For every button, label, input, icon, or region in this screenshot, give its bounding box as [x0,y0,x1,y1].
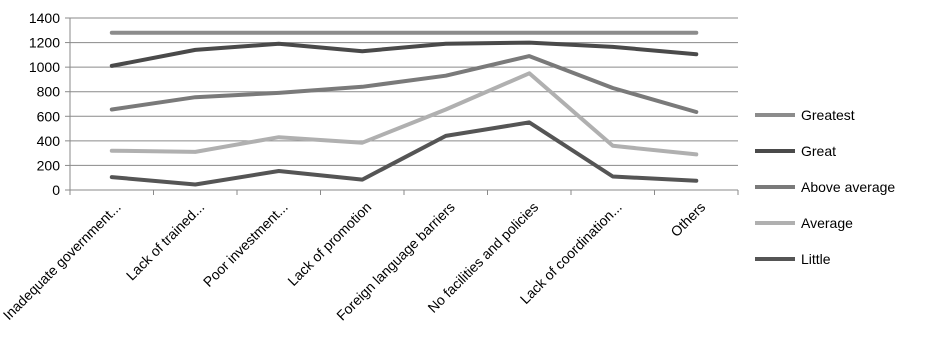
legend-label: Little [801,251,831,267]
legend-label: Great [801,143,836,159]
x-category-label: Lack of promotion [284,199,374,289]
series-line-little [109,120,699,187]
series-lines [109,30,699,187]
series-line-average [109,71,699,157]
y-tick-label: 1000 [29,59,60,75]
x-category-label: Inadequate government... [0,199,124,323]
y-tick-label: 1200 [29,35,60,51]
legend-label: Average [801,215,853,231]
x-axis: Inadequate government...Lack of trained.… [0,189,739,323]
y-tick-label: 1400 [29,10,60,26]
gridlines [70,17,738,191]
y-tick-label: 200 [37,157,61,173]
x-category-label: Poor investment... [200,199,291,290]
y-tick-label: 0 [52,182,60,198]
legend-label: Above average [801,179,895,195]
series-line-great [109,40,699,68]
y-tick-label: 400 [37,133,61,149]
x-category-label: Lack of trained... [123,199,208,284]
y-tick-label: 600 [37,108,61,124]
y-axis: 0 200 400 600 800 1000 1200 1400 [29,10,71,198]
y-tick-label: 800 [37,84,61,100]
legend-label: Greatest [801,107,855,123]
legend: Greatest Great Above average Average Little [755,107,895,267]
x-category-label: Others [667,199,708,240]
series-line-above-average [109,54,699,114]
